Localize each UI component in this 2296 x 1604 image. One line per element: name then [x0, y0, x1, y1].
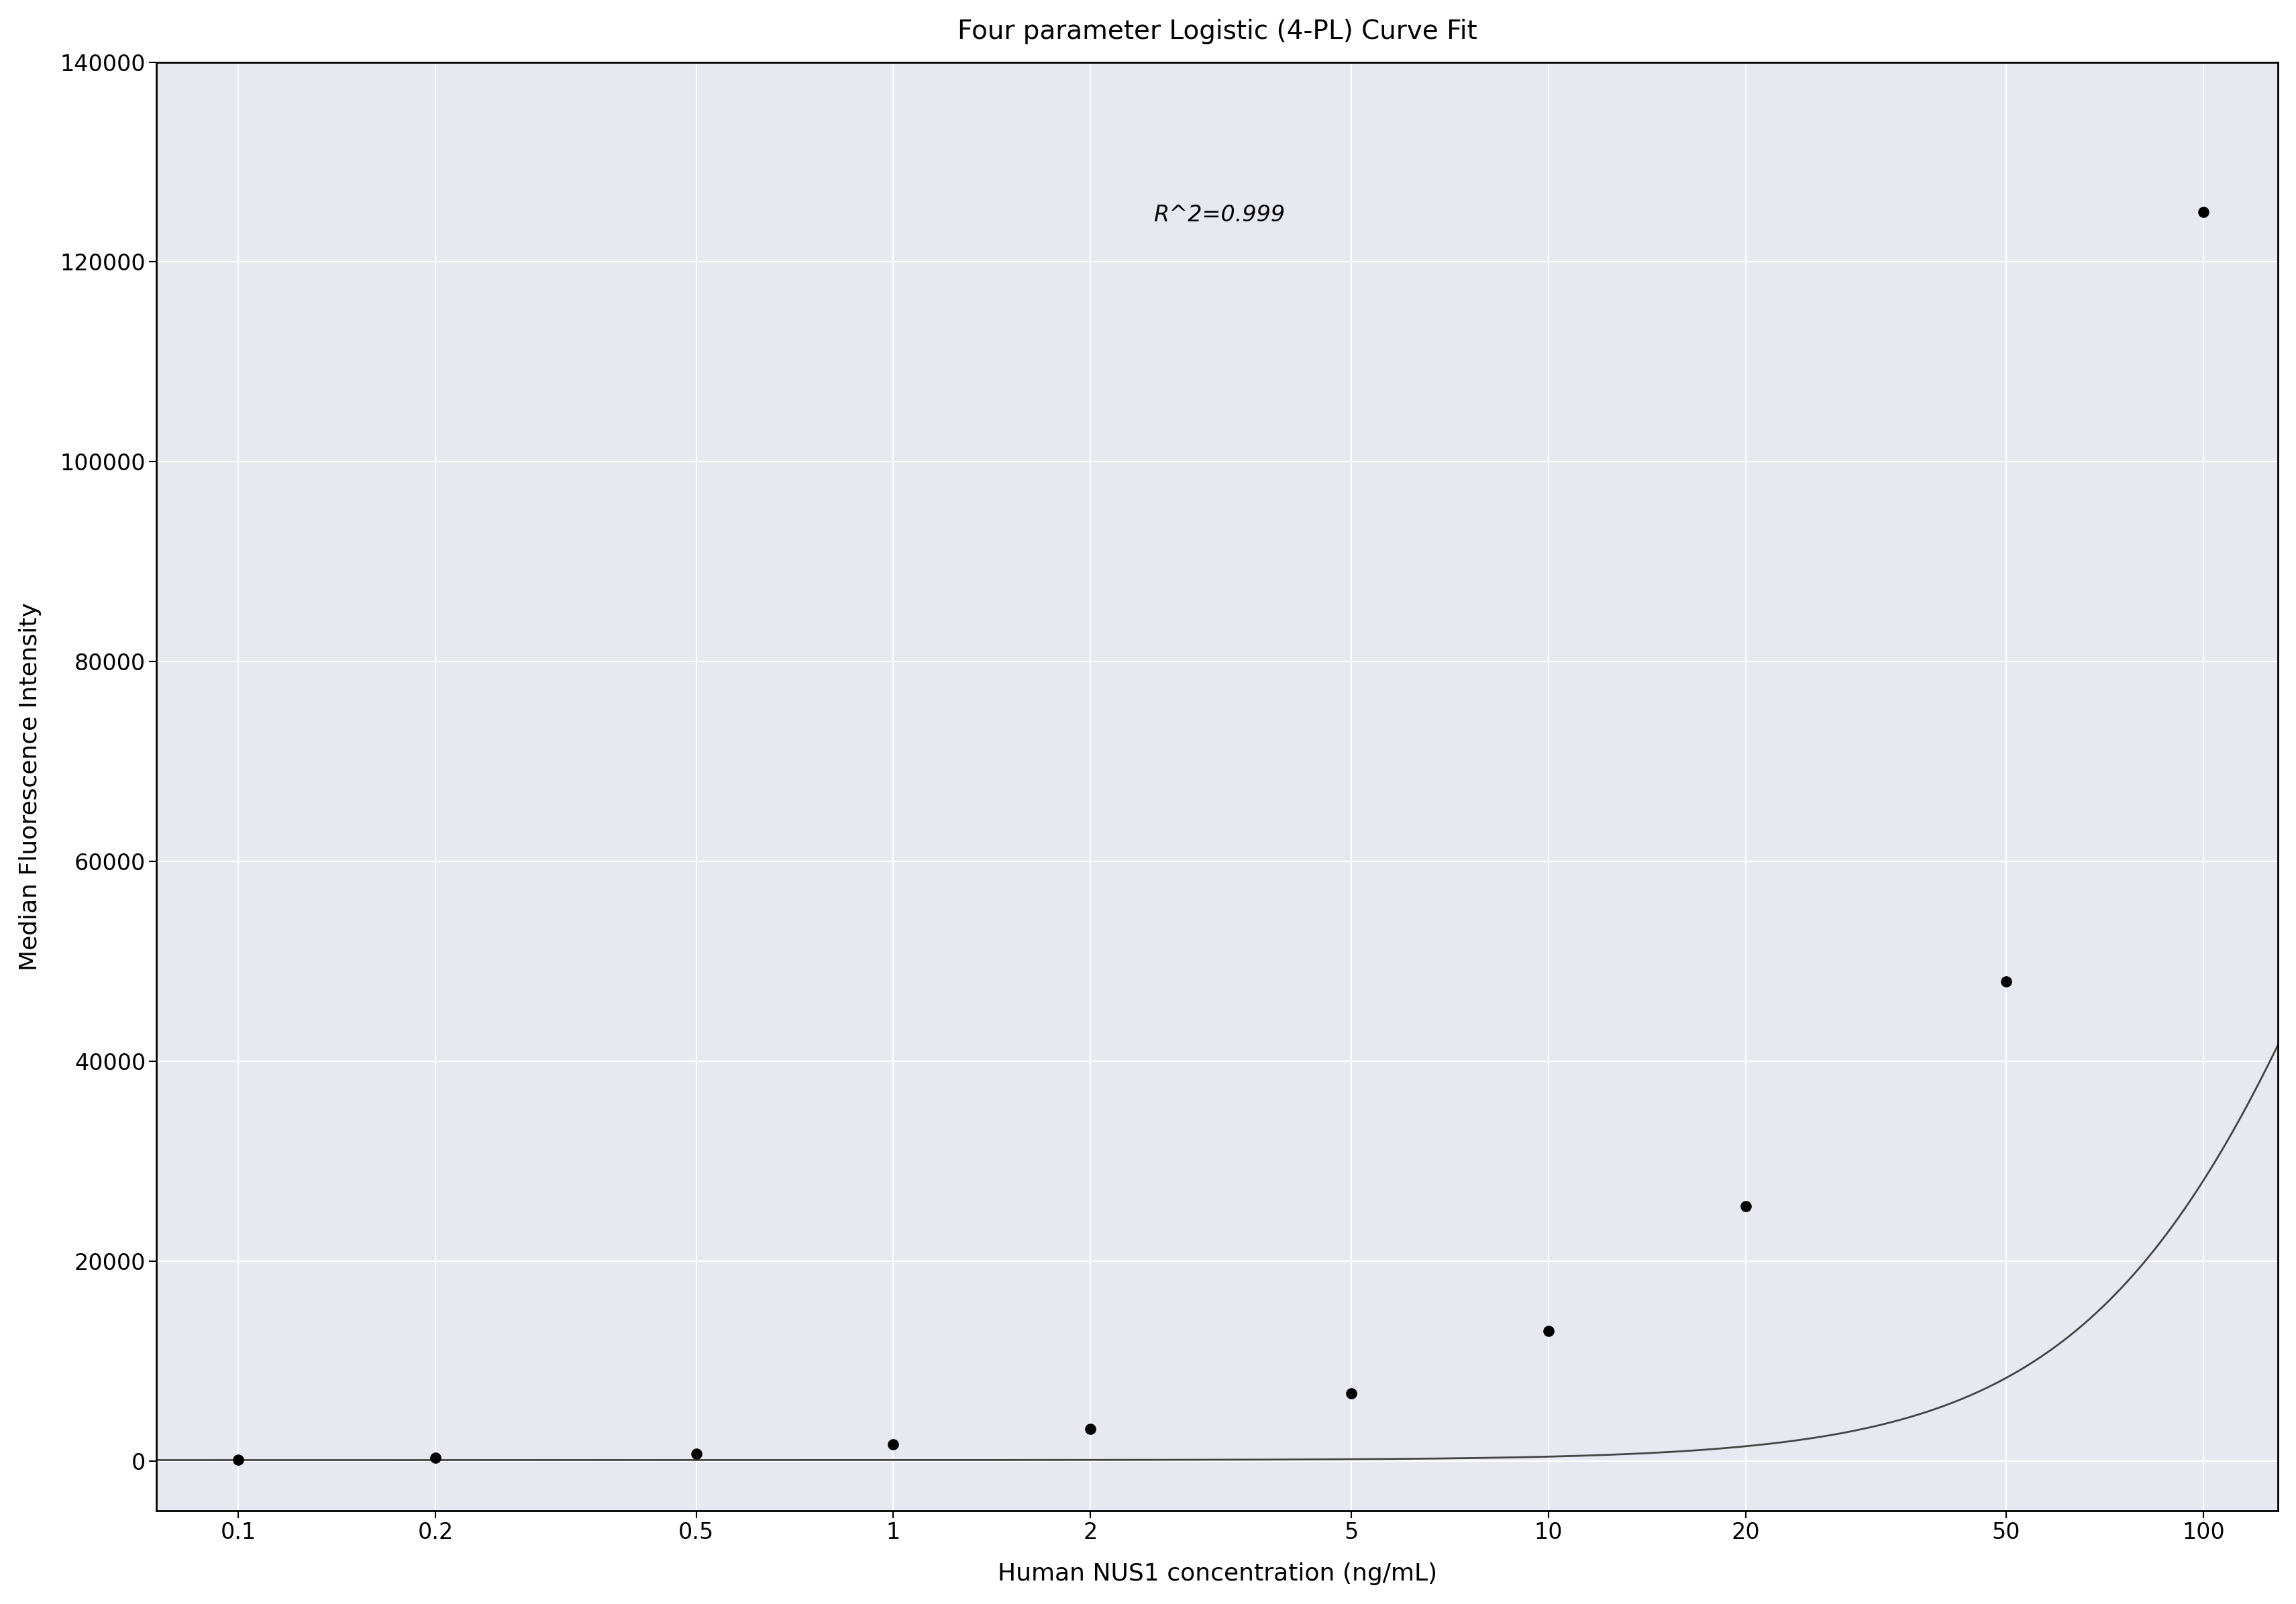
Point: [418, 1445, 455, 1471]
Point: [1988, 969, 2025, 994]
Point: [677, 1440, 714, 1466]
Point: [875, 1431, 912, 1456]
Text: R^2=0.999: R^2=0.999: [1153, 204, 1286, 226]
Point: [1727, 1193, 1763, 1219]
Point: [220, 1447, 257, 1472]
Point: [2183, 199, 2220, 225]
Y-axis label: Median Fluorescence Intensity: Median Fluorescence Intensity: [18, 603, 41, 970]
Point: [1529, 1318, 1566, 1344]
Point: [1072, 1416, 1109, 1442]
X-axis label: Human NUS1 concentration (ng/mL): Human NUS1 concentration (ng/mL): [996, 1562, 1437, 1585]
Title: Four parameter Logistic (4-PL) Curve Fit: Four parameter Logistic (4-PL) Curve Fit: [957, 19, 1476, 45]
Point: [1332, 1381, 1368, 1407]
